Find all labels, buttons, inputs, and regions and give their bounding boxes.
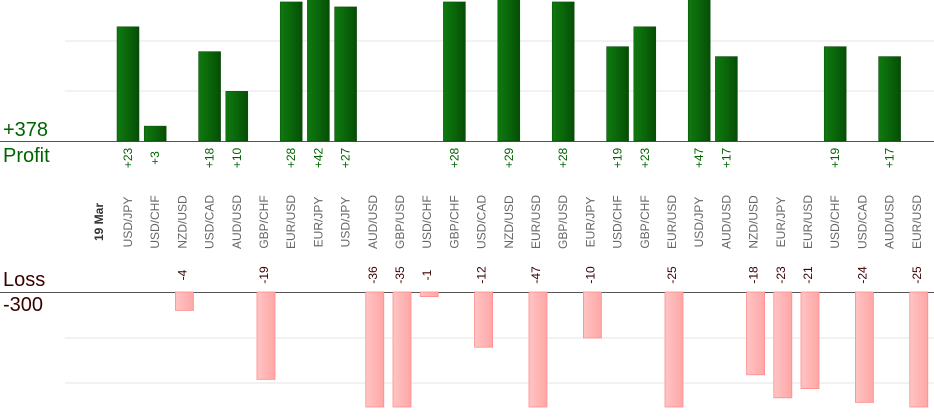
value-label: +27: [339, 147, 353, 168]
category-label: GBP/CHF: [638, 195, 652, 248]
labels: 19 Mar USD/JPY +23 USD/CHF +3 NZD/USD -4 USD/CA…: [92, 147, 924, 284]
category-label: NZD/USD: [747, 195, 761, 249]
value-label: +10: [230, 147, 244, 168]
profit-label: Profit: [3, 145, 50, 167]
profit-bar: [633, 26, 657, 142]
profit-bar: [225, 91, 249, 142]
value-label: +23: [121, 147, 135, 168]
category-label: USD/JPY: [121, 197, 135, 248]
value-label: -1: [420, 269, 434, 280]
loss-bar: [392, 291, 412, 408]
loss-bar: [773, 291, 793, 399]
category-label: USD/CHF: [828, 195, 842, 248]
profit-bar: [606, 46, 629, 142]
value-label: +17: [883, 147, 897, 168]
value-label: +29: [502, 147, 516, 168]
value-label: +42: [311, 147, 325, 168]
category-label: GBP/CHF: [257, 195, 271, 248]
category-label: AUD/USD: [883, 195, 897, 249]
loss-bar: [800, 291, 820, 389]
date-label: 19 Mar: [92, 203, 106, 241]
value-label: -35: [393, 266, 407, 284]
profit-bar: [443, 1, 466, 142]
profit-bar: [687, 0, 711, 142]
value-label: -23: [774, 266, 788, 284]
value-label: -4: [175, 269, 189, 280]
category-label: EUR/JPY: [311, 197, 325, 248]
profit-total: +378: [3, 119, 49, 141]
category-label: AUD/USD: [366, 195, 380, 249]
value-label: -18: [747, 266, 761, 284]
value-label: -36: [366, 266, 380, 284]
loss-bar: [256, 291, 276, 380]
category-label: EUR/USD: [284, 195, 298, 249]
value-label: +28: [556, 147, 570, 168]
loss-bar: [528, 291, 548, 408]
value-label: +19: [828, 147, 842, 168]
value-label: -21: [801, 266, 815, 284]
value-label: +3: [148, 151, 162, 165]
loss-bar: [746, 291, 765, 376]
profit-bar: [334, 6, 357, 142]
value-label: -12: [475, 266, 489, 284]
category-label: NZD/USD: [502, 195, 516, 249]
profit-bar: [198, 51, 221, 142]
value-label: +19: [611, 147, 625, 168]
loss-bar: [855, 291, 874, 403]
value-label: -25: [910, 266, 924, 284]
loss-bar: [474, 291, 494, 348]
profit-bar: [551, 1, 575, 142]
loss-bar: [365, 291, 385, 408]
category-label: EUR/USD: [801, 195, 815, 249]
category-label: EUR/JPY: [774, 197, 788, 248]
category-label: EUR/USD: [529, 195, 543, 249]
category-label: USD/CAD: [203, 195, 217, 249]
value-label: +28: [447, 147, 461, 168]
loss-bar: [583, 291, 602, 339]
profit-bar: [823, 46, 847, 142]
category-label: USD/CHF: [420, 195, 434, 248]
value-label: -19: [257, 266, 271, 284]
value-label: +28: [284, 147, 298, 168]
category-label: USD/CAD: [855, 195, 869, 249]
profit-bar: [116, 26, 140, 142]
category-label: USD/CHF: [611, 195, 625, 248]
profit-bar: [279, 1, 303, 142]
category-label: GBP/USD: [393, 195, 407, 249]
category-label: USD/JPY: [692, 197, 706, 248]
axes: [0, 141, 934, 293]
category-label: GBP/USD: [556, 195, 570, 249]
category-label: EUR/USD: [910, 195, 924, 249]
category-label: USD/CAD: [475, 195, 489, 249]
category-label: AUD/USD: [230, 195, 244, 249]
category-label: NZD/USD: [175, 195, 189, 249]
value-label: +18: [203, 147, 217, 168]
category-label: AUD/USD: [719, 195, 733, 249]
value-label: +17: [719, 147, 733, 168]
profit-bar: [878, 56, 901, 142]
value-label: -10: [583, 266, 597, 284]
category-label: EUR/USD: [665, 195, 679, 249]
value-label: -25: [665, 266, 679, 284]
loss-bar: [419, 291, 439, 297]
loss-bar: [664, 291, 684, 408]
profit-bar: [497, 0, 521, 142]
category-label: USD/CHF: [148, 195, 162, 248]
value-label: -47: [529, 266, 543, 284]
profit-bar: [715, 56, 738, 142]
value-label: +47: [692, 147, 706, 168]
value-label: +23: [638, 147, 652, 168]
value-label: -24: [855, 266, 869, 284]
bars: [116, 0, 929, 408]
profit-bar: [143, 125, 167, 142]
category-label: USD/JPY: [339, 197, 353, 248]
category-label: GBP/CHF: [447, 195, 461, 248]
category-label: EUR/JPY: [583, 197, 597, 248]
loss-total: -300: [3, 294, 44, 316]
profit-bar: [307, 0, 330, 142]
loss-bar: [174, 291, 194, 311]
loss-label: Loss: [3, 269, 46, 291]
loss-bar: [909, 291, 929, 408]
